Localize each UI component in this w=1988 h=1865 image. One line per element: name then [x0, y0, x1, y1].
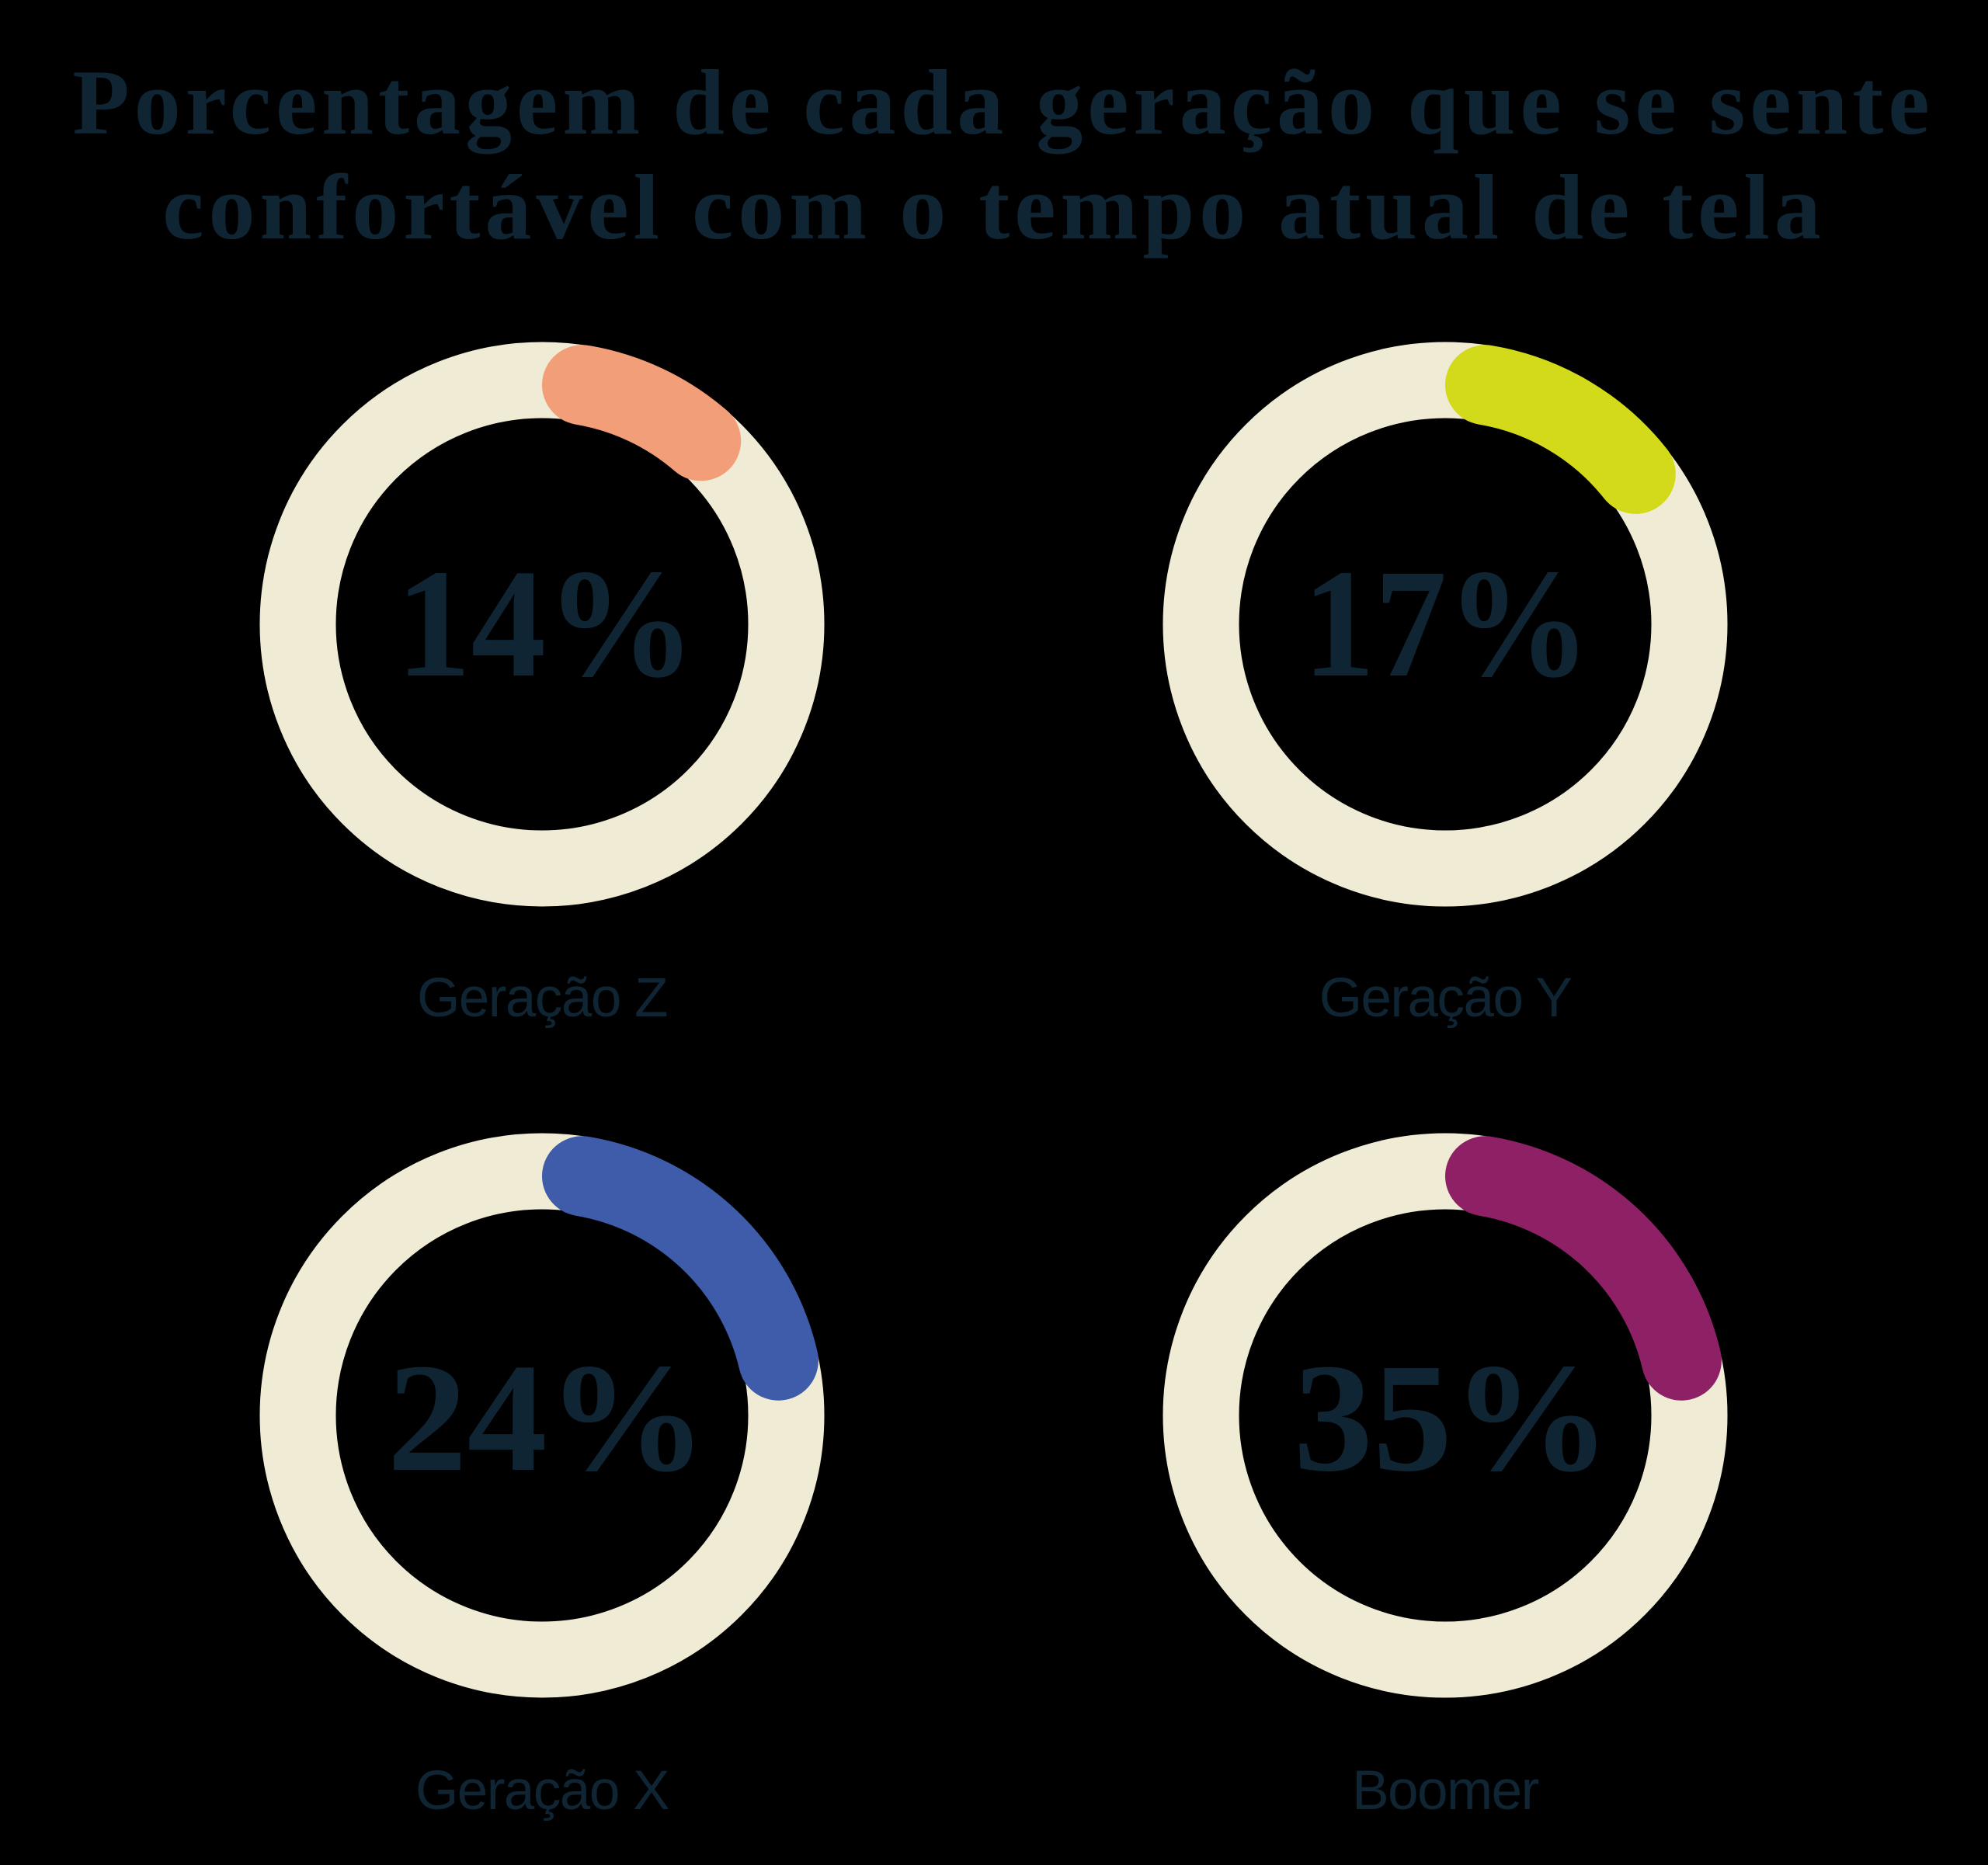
svg-text:Geração Y: Geração Y — [1319, 967, 1572, 1029]
svg-text:Geração Z: Geração Z — [417, 967, 667, 1029]
svg-text:17%: 17% — [1303, 537, 1590, 710]
svg-text:14%: 14% — [396, 537, 696, 710]
svg-text:24%: 24% — [388, 1332, 707, 1504]
svg-text:Geração X: Geração X — [415, 1760, 669, 1822]
svg-text:Boomer: Boomer — [1352, 1760, 1538, 1822]
svg-text:35%: 35% — [1294, 1332, 1611, 1504]
